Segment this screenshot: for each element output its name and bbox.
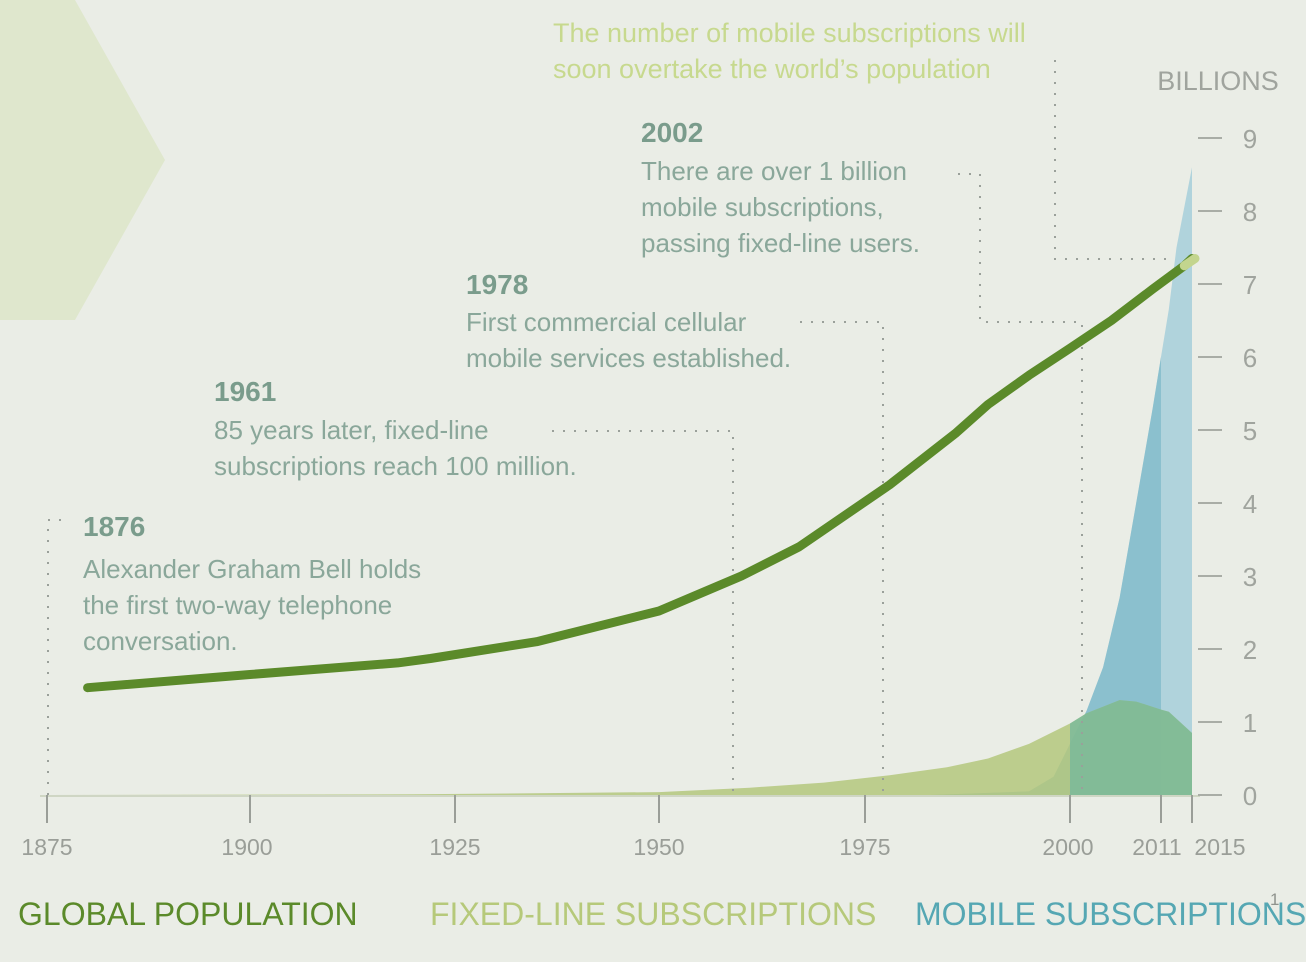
mobile-subscriptions-area-dark: [930, 357, 1161, 795]
annotation-guides: [47, 60, 1170, 795]
x-tick-label: 1975: [839, 834, 890, 860]
y-tick-label: 9: [1243, 124, 1257, 154]
x-axis: 1875 1900 1925 1950 1975 2000 2011 2015: [21, 795, 1246, 860]
hexagon-decoration: [0, 0, 165, 320]
annotation-line: mobile services established.: [466, 343, 791, 373]
y-tick-label: 5: [1243, 416, 1257, 446]
annotation-line: the first two-way telephone: [83, 590, 392, 620]
y-tick-label: 7: [1243, 270, 1257, 300]
annotation-text: First commercial cellular mobile service…: [466, 307, 791, 373]
overlap-area: [1070, 700, 1192, 795]
y-unit-label: BILLIONS: [1157, 66, 1279, 96]
x-tick-label: 2015: [1194, 834, 1245, 860]
x-tick-label: 1925: [429, 834, 480, 860]
legend-mobile: MOBILE SUBSCRIPTIONS: [915, 896, 1306, 932]
annotation-line: passing fixed-line users.: [641, 228, 920, 258]
annotation-line: subscriptions reach 100 million.: [214, 451, 577, 481]
y-tick-label: 0: [1243, 781, 1257, 811]
population-line-group: [83, 254, 1200, 693]
top-note-line: The number of mobile subscriptions will: [553, 18, 1026, 48]
guide-top-note: [1054, 60, 1170, 260]
top-note: The number of mobile subscriptions will …: [553, 18, 1033, 84]
annotation-line: mobile subscriptions,: [641, 192, 884, 222]
annotation-year: 1876: [83, 511, 145, 542]
top-note-line: soon overtake the world’s population: [553, 54, 991, 84]
annotation-year: 1961: [214, 376, 276, 407]
x-tick-label: 2011: [1132, 834, 1181, 860]
annotation-text: There are over 1 billion mobile subscrip…: [641, 156, 920, 258]
legend-population: GLOBAL POPULATION: [18, 896, 358, 932]
annotation-line: 85 years later, fixed-line: [214, 415, 489, 445]
annotation-line: conversation.: [83, 626, 238, 656]
population-projection-segment: [1179, 254, 1200, 271]
y-tick-label: 3: [1243, 562, 1257, 592]
y-tick-label: 8: [1243, 197, 1257, 227]
y-tick-label: 6: [1243, 343, 1257, 373]
x-tick-label: 2000: [1042, 834, 1093, 860]
plot-areas: [47, 167, 1192, 795]
guide-1876: [47, 519, 70, 795]
x-tick-label: 1950: [633, 834, 684, 860]
y-tick-label: 1: [1243, 708, 1257, 738]
y-axis: 0 1 2 3 4 5 6 7 8 9: [1198, 124, 1257, 811]
annotation-year: 2002: [641, 117, 703, 148]
annotation-1876: 1876 Alexander Graham Bell holds the fir…: [83, 511, 428, 656]
annotation-year: 1978: [466, 269, 528, 300]
x-tick-label: 1875: [21, 834, 72, 860]
annotation-2002: 2002 There are over 1 billion mobile sub…: [641, 117, 920, 258]
annotation-1978: 1978 First commercial cellular mobile se…: [466, 269, 791, 373]
annotation-text: 85 years later, fixed-line subscriptions…: [214, 415, 577, 481]
annotation-line: First commercial cellular: [466, 307, 747, 337]
annotation-1961: 1961 85 years later, fixed-line subscrip…: [214, 376, 577, 481]
y-tick-label: 4: [1243, 489, 1257, 519]
guide-2002: [958, 173, 1083, 795]
legend-fixed-line: FIXED-LINE SUBSCRIPTIONS: [430, 896, 876, 932]
global-population-line: [83, 254, 1197, 693]
annotation-text: Alexander Graham Bell holds the first tw…: [83, 554, 428, 656]
y-tick-label: 2: [1243, 635, 1257, 665]
x-tick-label: 1900: [221, 834, 272, 860]
fixed-line-subscriptions-area: [47, 700, 1192, 795]
footnote-marker: 1: [1270, 890, 1279, 909]
annotation-line: There are over 1 billion: [641, 156, 907, 186]
annotation-line: Alexander Graham Bell holds: [83, 554, 421, 584]
guide-1978: [800, 321, 884, 795]
